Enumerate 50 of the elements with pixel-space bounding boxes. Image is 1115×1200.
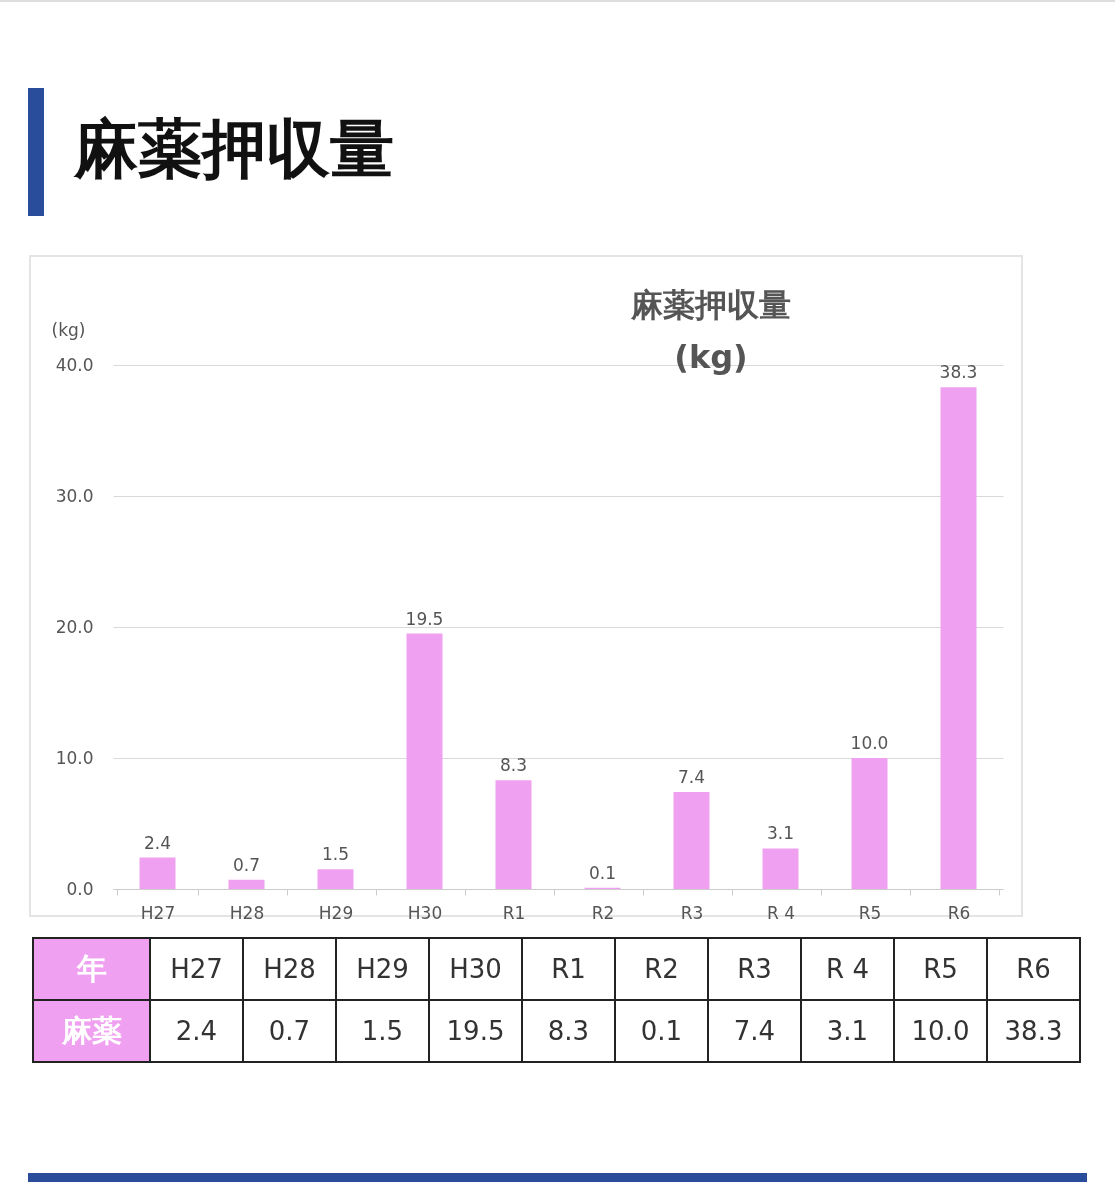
x-tick-label: R 4 [766, 902, 796, 923]
text: 8.3 [547, 1016, 590, 1046]
x-tick-label: H30 [407, 902, 443, 923]
x-tick-label: H29 [318, 902, 354, 923]
y-tick-label: 10.0 [55, 747, 94, 768]
data-label: 0.7 [232, 854, 261, 875]
text: 38.3 [1004, 1016, 1063, 1046]
data-label: 3.1 [766, 823, 795, 844]
x-tick-label: R5 [858, 902, 882, 923]
chart-subtitle: 麻薬押収量 (kg) [630, 285, 792, 378]
text: 0.1 [640, 1016, 683, 1046]
text: 2.4 [175, 1016, 218, 1046]
y-axis-title: (kg) [51, 319, 86, 340]
x-tick-label: R2 [591, 902, 615, 923]
y-tick-label: 20.0 [55, 616, 94, 637]
data-label: 38.3 [939, 362, 978, 383]
chart-title: 麻薬押収量 [74, 111, 394, 188]
category-label: H30 [449, 954, 502, 984]
data-label: 7.4 [677, 767, 706, 788]
x-tick-label: R6 [947, 902, 971, 923]
text: 年 [33, 938, 150, 1000]
category-label: R5 [923, 954, 958, 984]
text: 19.5 [446, 1016, 505, 1046]
data-label: 8.3 [499, 755, 528, 776]
data-label: 10.0 [850, 733, 889, 753]
x-tick-label: R3 [680, 902, 704, 923]
category-label: R 4 [826, 954, 869, 984]
category-label: R1 [551, 954, 586, 984]
text: 3.1 [826, 1016, 869, 1046]
y-tick-label: 0.0 [66, 878, 94, 899]
data-label: 2.4 [143, 832, 172, 853]
category-label: H29 [356, 954, 409, 984]
category-label: R3 [737, 954, 772, 984]
text: 0.7 [268, 1016, 311, 1046]
category-label: R6 [1016, 954, 1051, 984]
data-label: 19.5 [405, 608, 444, 629]
text: 10.0 [911, 1016, 970, 1046]
text: 1.5 [361, 1016, 404, 1046]
text: 麻薬 [33, 1000, 150, 1062]
category-label: R2 [644, 954, 679, 984]
x-tick-label: H28 [229, 902, 265, 923]
x-tick-label: H27 [140, 902, 176, 923]
data-label: 1.5 [321, 844, 350, 865]
y-tick-label: 40.0 [55, 354, 94, 375]
text: 7.4 [733, 1016, 776, 1046]
data-label: 0.1 [588, 862, 617, 883]
y-tick-label: 30.0 [55, 485, 94, 506]
category-label: H28 [263, 954, 316, 984]
x-tick-label: R1 [502, 902, 526, 923]
category-label: H27 [170, 954, 223, 984]
